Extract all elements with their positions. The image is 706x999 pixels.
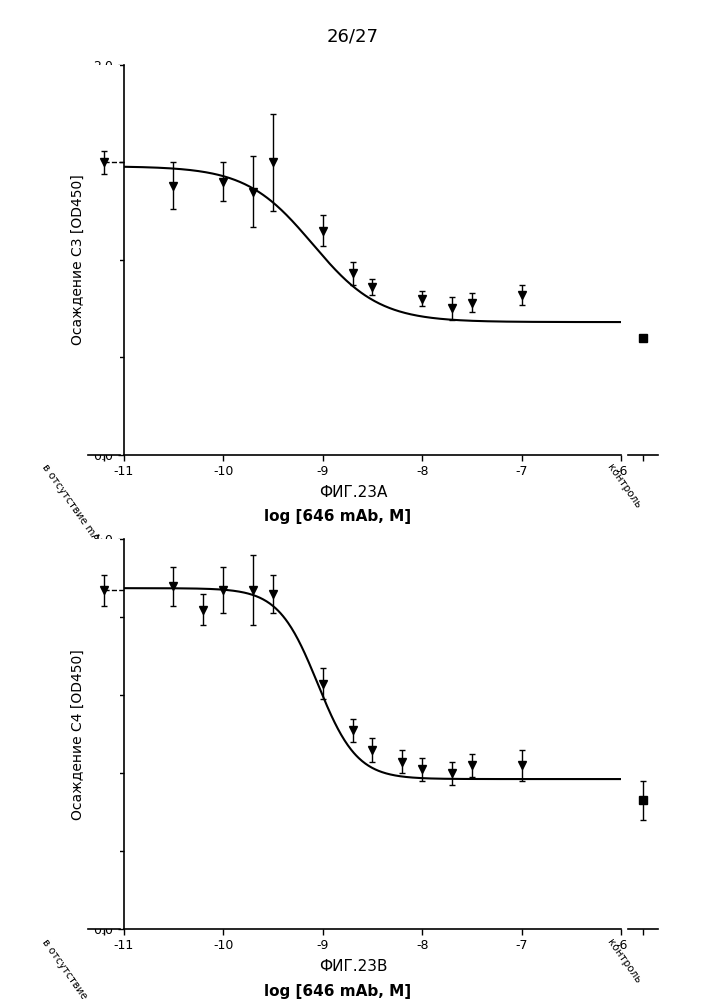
- Text: ФИГ.23В: ФИГ.23В: [318, 959, 388, 974]
- Y-axis label: Осаждение С3 [OD450]: Осаждение С3 [OD450]: [71, 175, 85, 345]
- Text: в отсутствие mAb: в отсутствие mAb: [40, 463, 104, 548]
- Text: ФИГ.23А: ФИГ.23А: [319, 485, 387, 500]
- Text: контроль: контроль: [606, 937, 643, 985]
- X-axis label: log [646 mAb, M]: log [646 mAb, M]: [264, 984, 411, 999]
- Text: в отсутствие mAb: в отсутствие mAb: [40, 937, 104, 999]
- X-axis label: log [646 mAb, M]: log [646 mAb, M]: [264, 509, 411, 524]
- Text: контроль: контроль: [606, 463, 643, 510]
- Y-axis label: Осаждение С4 [OD450]: Осаждение С4 [OD450]: [71, 649, 85, 819]
- Text: 26/27: 26/27: [327, 28, 379, 46]
